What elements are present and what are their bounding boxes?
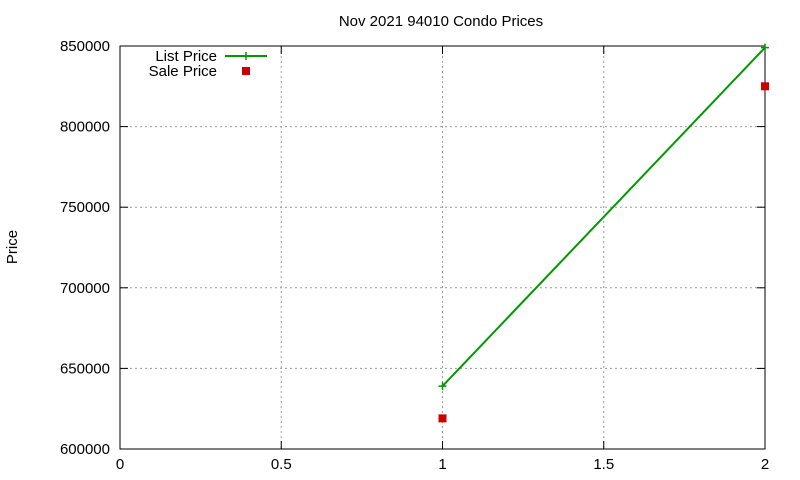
x-tick-label: 0.5 (271, 456, 292, 473)
sale-price-point (761, 82, 769, 91)
grid-lines (120, 46, 765, 449)
y-tick-label: 800000 (60, 119, 110, 136)
y-tick-label: 850000 (60, 38, 110, 55)
x-tick-label: 2 (761, 456, 769, 473)
x-tick-label: 0 (116, 456, 124, 473)
legend-label-list-price: List Price (155, 48, 217, 65)
y-tick-label: 750000 (60, 199, 110, 216)
legend-swatch-sale-price (242, 67, 250, 75)
y-tick-label: 700000 (60, 280, 110, 297)
plot-border (119, 45, 766, 450)
legend-marker-list-price (242, 52, 250, 60)
sale-price-point (438, 414, 447, 423)
series-layer (438, 43, 769, 423)
list-price-line (441, 46, 766, 387)
y-axis-label: Price (4, 230, 21, 264)
x-tick-label: 1 (438, 456, 446, 473)
list-price-point (438, 382, 447, 391)
axis-ticks: 0 0.5 1 1.5 2 600000 650000 700000 750000 800000 8… (60, 38, 769, 473)
y-tick-label: 650000 (60, 360, 110, 377)
list-price-point (761, 43, 769, 52)
x-tick-label: 1.5 (593, 456, 614, 473)
legend-label-sale-price: Sale Price (149, 63, 217, 80)
chart-title: Nov 2021 94010 Condo Prices (339, 13, 543, 30)
y-tick-label: 600000 (60, 441, 110, 458)
